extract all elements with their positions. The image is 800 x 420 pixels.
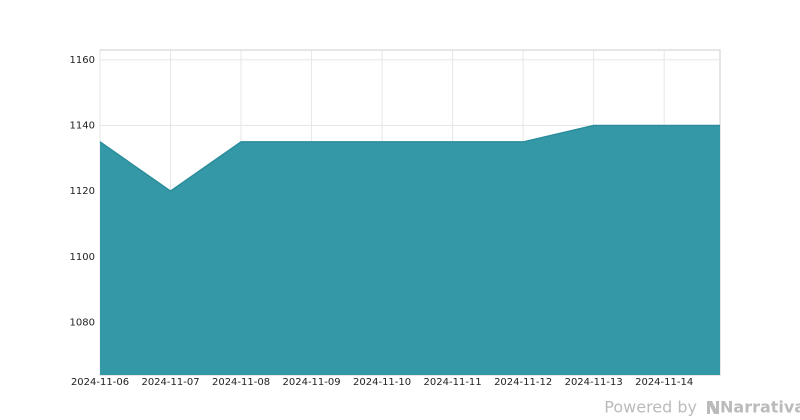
x-tick-label: 2024-11-07 — [141, 377, 199, 388]
y-tick-label: 1100 — [70, 252, 95, 263]
footer-powered: Powered by — [604, 398, 697, 417]
y-tick-label: 1120 — [70, 186, 95, 197]
x-tick-label: 2024-11-10 — [353, 377, 411, 388]
footer-brand: Narrativa — [720, 398, 800, 417]
line — [99, 124, 720, 193]
x-tick-label: 2024-11-12 — [494, 377, 552, 388]
x-tick-label: 2024-11-11 — [424, 377, 482, 388]
y-tick-label: 1140 — [70, 121, 95, 132]
x-tick-label: 2024-11-14 — [635, 377, 693, 388]
x-tick-label: 2024-11-08 — [212, 377, 270, 388]
area — [100, 125, 720, 375]
x-tick-label: 2024-11-13 — [565, 377, 623, 388]
x-tick-label: 2024-11-06 — [71, 377, 129, 388]
x-tick-label: 2024-11-09 — [283, 377, 341, 388]
y-tick-label: 1160 — [70, 55, 95, 66]
footer-logo — [707, 401, 719, 414]
y-tick-label: 1080 — [70, 317, 95, 328]
